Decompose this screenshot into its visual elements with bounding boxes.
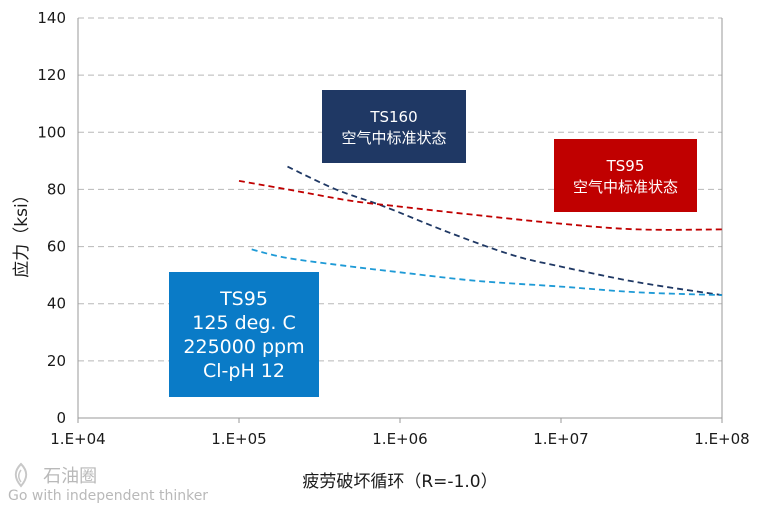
annotation-text: Cl-pH 12: [203, 360, 285, 382]
annotation-text: TS95: [219, 288, 268, 310]
watermark-cn: 石油圈: [43, 466, 98, 487]
x-tick-label: 1.E+08: [694, 430, 749, 448]
annotation-box-1: TS95 空气中标准状态: [554, 139, 697, 212]
y-tick-label: 60: [47, 238, 66, 256]
axes: [77, 18, 723, 423]
y-tick-label: 100: [37, 123, 66, 141]
annotation-box-bg: [554, 139, 697, 212]
annotation-text: 空气中标准状态: [341, 129, 446, 147]
y-tick-label: 80: [47, 180, 66, 198]
annotation-text: 225000 ppm: [183, 336, 304, 358]
annotation-text: TS95: [606, 157, 645, 175]
x-tick-label: 1.E+06: [372, 430, 427, 448]
y-tick-labels: 0 20 40 60 80 100 120 140: [37, 9, 66, 427]
y-axis-title: 应力（ksi）: [12, 186, 32, 277]
annotation-text: 125 deg. C: [192, 312, 295, 334]
logo-icon: [14, 462, 28, 488]
x-tick-label: 1.E+07: [533, 430, 588, 448]
annotation-box-bg: [322, 90, 466, 163]
annotation-text: 空气中标准状态: [573, 178, 678, 196]
y-tick-label: 40: [47, 295, 66, 313]
annotation-box-0: TS160 空气中标准状态: [322, 90, 466, 163]
y-tick-label: 120: [37, 66, 66, 84]
watermark-en: Go with independent thinker: [8, 488, 209, 504]
y-tick-label: 20: [47, 352, 66, 370]
x-axis-title: 疲劳破坏循环（R=-1.0）: [302, 472, 497, 492]
watermark: 石油圈 Go with independent thinker: [8, 462, 208, 504]
x-tick-label: 1.E+05: [211, 430, 266, 448]
series-line-2: [251, 248, 723, 296]
annotation-text: TS160: [369, 108, 417, 126]
x-tick-label: 1.E+04: [50, 430, 105, 448]
series-lines: [238, 165, 723, 296]
series-line-1: [238, 180, 723, 231]
x-tick-labels: 1.E+04 1.E+05 1.E+06 1.E+07 1.E+08: [50, 430, 749, 448]
series-line-0: [287, 165, 723, 296]
y-tick-label: 140: [37, 9, 66, 27]
annotation-box-bg: [169, 272, 319, 397]
y-tick-label: 0: [56, 409, 66, 427]
